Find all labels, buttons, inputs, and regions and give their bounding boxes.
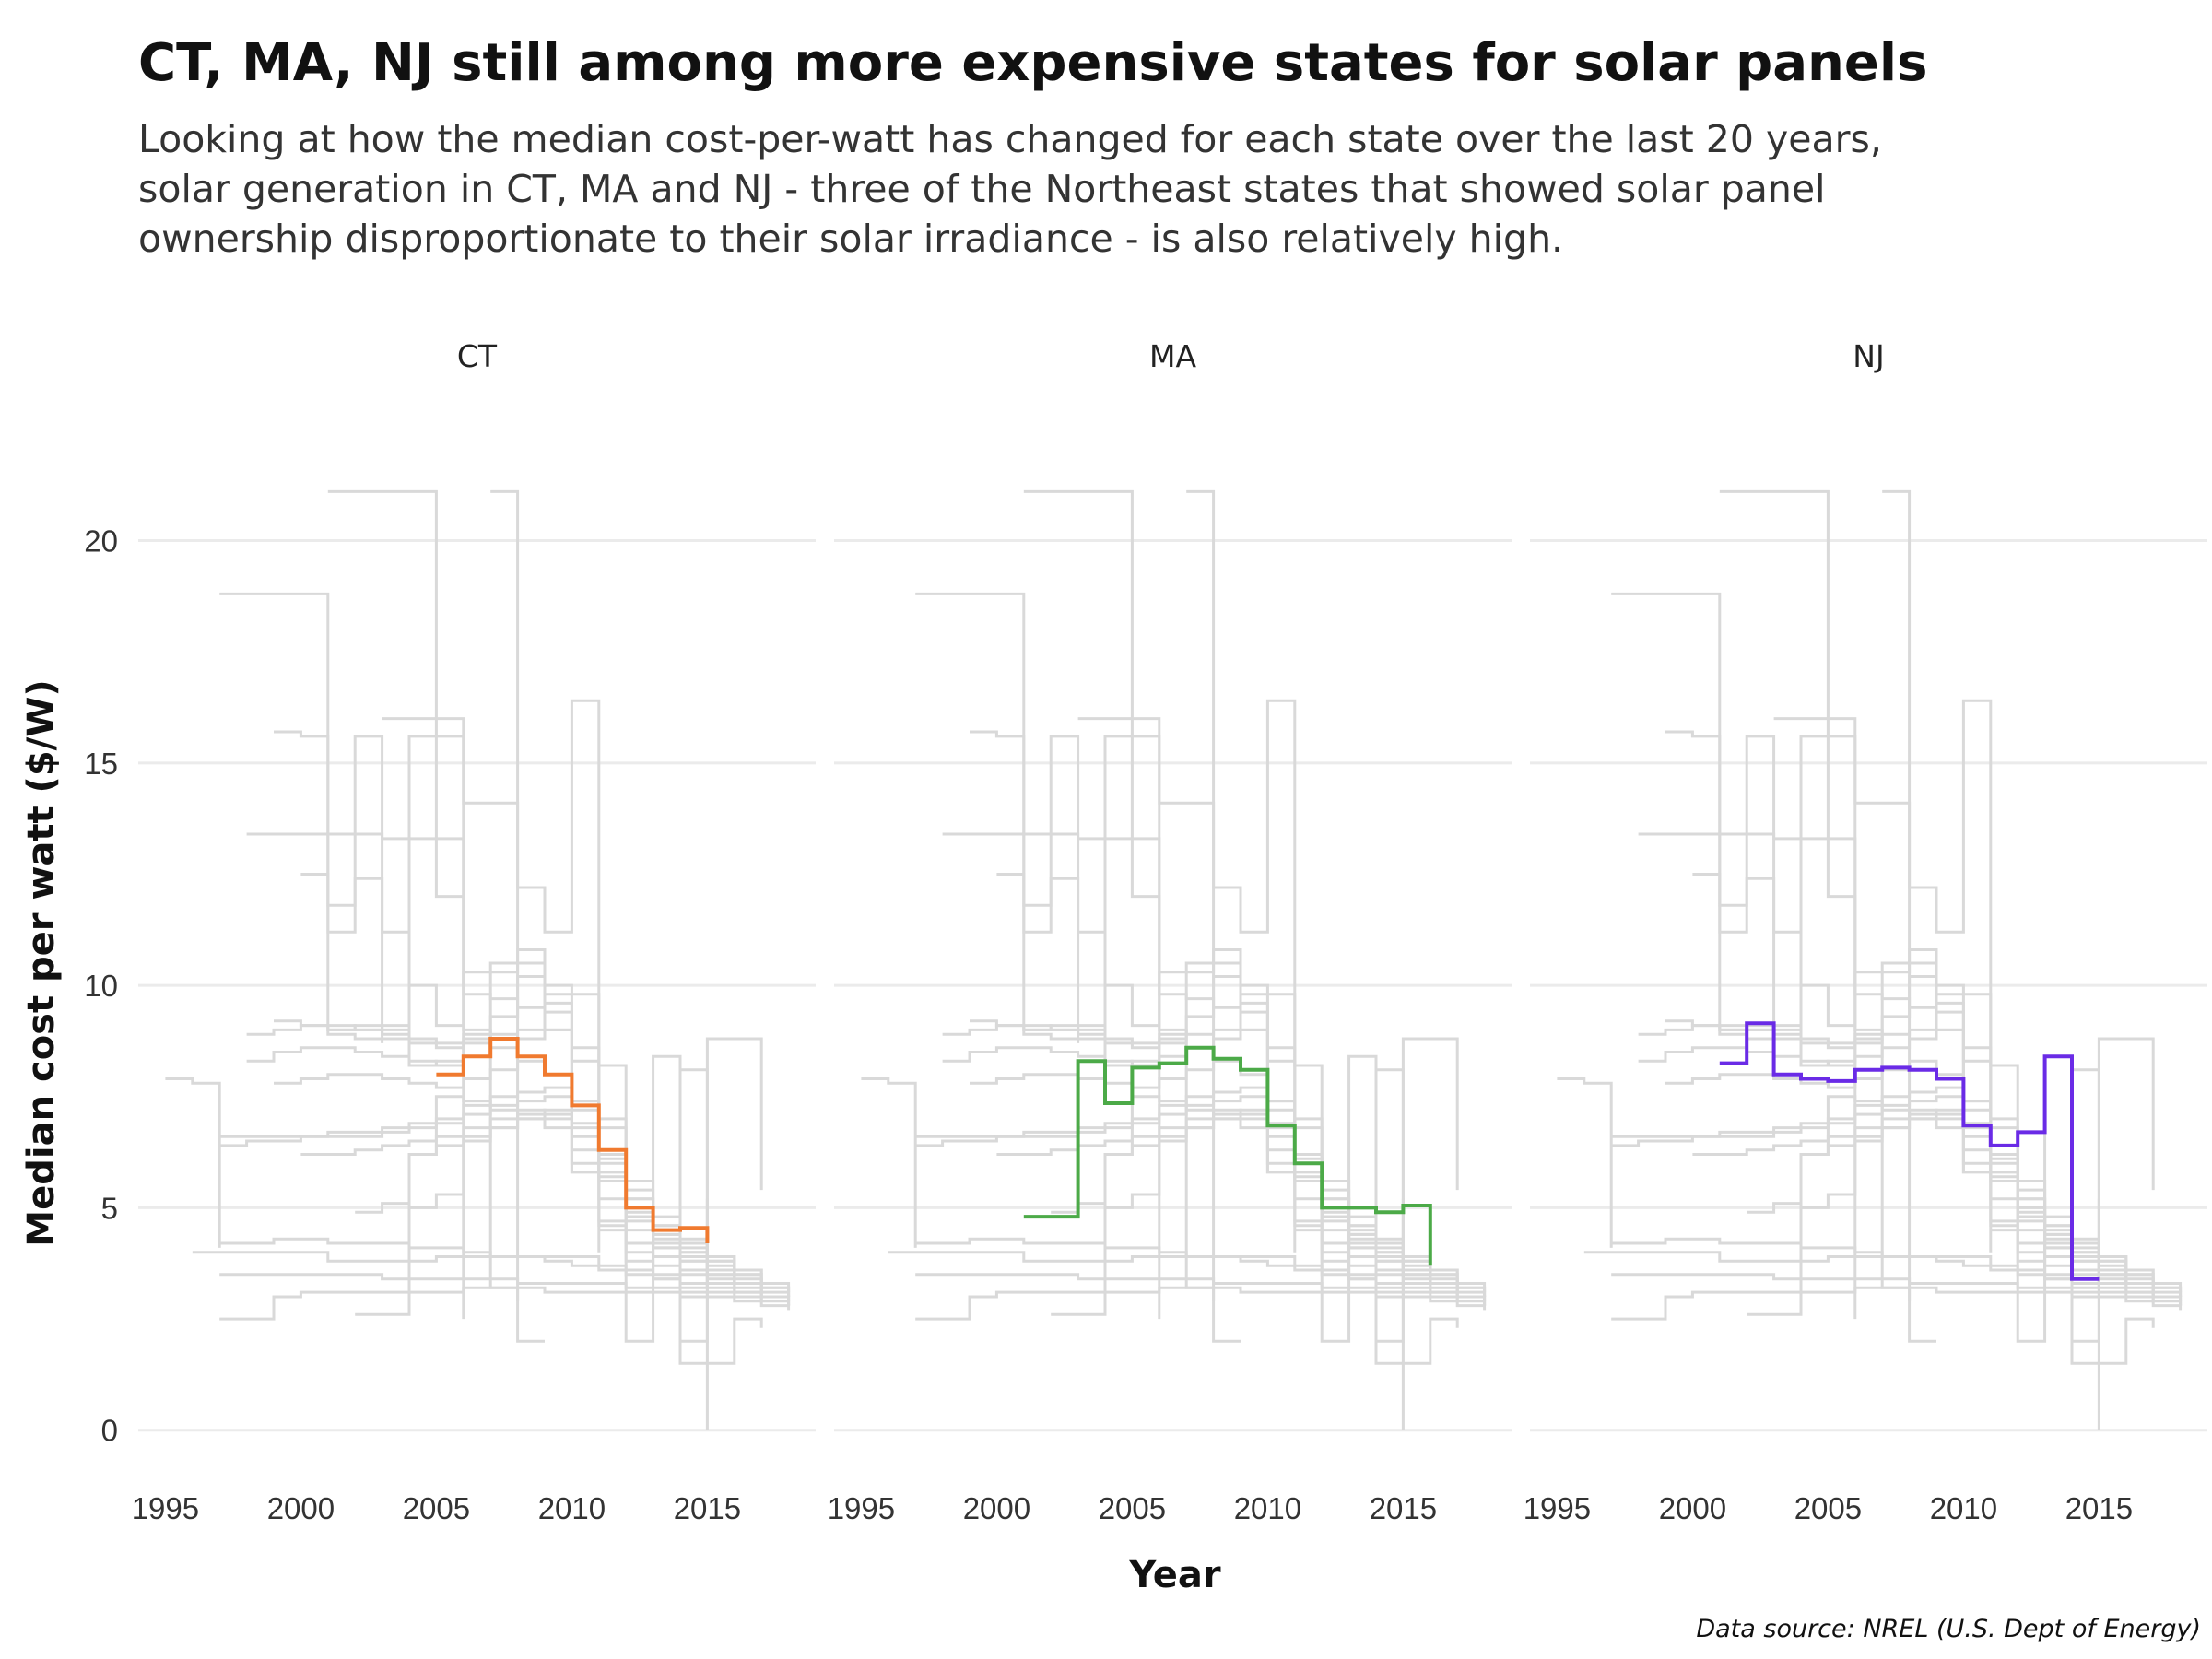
state-line-MA-5 [1186,489,1297,1253]
state-line-MA-13 [1051,1108,1459,1301]
state-line-NJ-21 [1990,1037,2155,1289]
state-line-MA-4 [1077,717,1241,1343]
x-tick-label-2010: 2010 [1234,1491,1301,1525]
subtitle-line-3: ownership disproportionate to their sola… [138,217,1564,261]
state-line-NJ-5 [1882,489,1993,1253]
state-line-NJ-4 [1773,717,1936,1343]
state-line-CT-13 [355,1108,763,1301]
x-axis-title: Year [1128,1554,1220,1596]
chart-subtitle: Looking at how the median cost-per-watt … [138,114,2166,264]
state-line-MA-12 [996,873,1459,1284]
state-line-CT-22 [300,1108,791,1301]
facet-label-MA: MA [1149,338,1196,374]
state-line-NJ-20 [1583,1068,2100,1430]
state-line-MA-0 [861,1077,917,1248]
highlight-line-CT [436,1037,710,1243]
facet-label-CT: CT [457,338,498,374]
x-tick-label-2015: 2015 [674,1491,741,1525]
state-line-MA-23 [1051,1112,1432,1316]
y-tick-label-15: 15 [84,747,118,781]
state-line-MA-21 [1294,1037,1459,1289]
state-line-MA-14 [915,1273,1487,1306]
state-line-NJ-22 [1692,1108,2183,1301]
x-tick-label-2015: 2015 [2065,1491,2133,1525]
x-tick-label-1995: 1995 [132,1491,199,1525]
x-tick-label-1995: 1995 [1524,1491,1591,1525]
x-tick-label-2005: 2005 [403,1491,470,1525]
state-line-CT-4 [382,717,545,1343]
subtitle-line-2: solar generation in CT, MA and NJ - thre… [138,167,1826,211]
state-line-CT-0 [165,1077,221,1248]
y-tick-label-20: 20 [84,524,118,559]
state-line-CT-1 [219,592,384,1043]
state-line-CT-12 [300,873,763,1284]
y-tick-label-10: 10 [84,969,118,1003]
subtitle-line-1: Looking at how the median cost-per-watt … [138,117,1882,161]
x-tick-label-2005: 2005 [1794,1491,1862,1525]
state-line-CT-23 [355,1112,736,1316]
state-line-MA-22 [996,1108,1487,1301]
x-tick-label-2000: 2000 [1659,1491,1726,1525]
state-line-CT-20 [192,1068,709,1430]
highlight-line-NJ [1719,1021,2100,1281]
state-line-NJ-15 [1611,1286,2183,1321]
highlight-line-MA [1023,1045,1432,1266]
state-line-CT-21 [598,1037,763,1289]
state-line-CT-2 [274,730,465,1320]
state-line-NJ-0 [1557,1077,1613,1248]
x-tick-label-2010: 2010 [1930,1491,1997,1525]
x-tick-label-2000: 2000 [963,1491,1030,1525]
state-line-MA-1 [915,592,1080,1043]
facet-label-NJ: NJ [1853,338,1884,374]
y-tick-label-0: 0 [101,1414,118,1448]
state-line-MA-15 [915,1286,1487,1321]
chart-title: CT, MA, NJ still among more expensive st… [138,33,1928,93]
x-tick-label-1995: 1995 [828,1491,895,1525]
state-line-NJ-13 [1747,1108,2155,1301]
state-line-NJ-14 [1611,1273,2183,1306]
y-axis-title: Median cost per watt ($/W) [20,679,63,1246]
y-tick-label-5: 5 [101,1191,118,1225]
state-line-CT-5 [490,489,601,1253]
x-tick-label-2015: 2015 [1370,1491,1437,1525]
state-line-NJ-2 [1665,730,1857,1320]
state-line-MA-2 [970,730,1161,1320]
x-tick-label-2010: 2010 [538,1491,606,1525]
x-tick-label-2005: 2005 [1099,1491,1166,1525]
state-line-NJ-12 [1692,873,2155,1284]
state-line-MA-20 [888,1068,1405,1430]
state-line-CT-14 [219,1273,791,1306]
x-tick-label-2000: 2000 [267,1491,335,1525]
state-line-CT-15 [219,1286,791,1321]
data-source-caption: Data source: NREL (U.S. Dept of Energy) [1696,1615,2201,1643]
state-line-NJ-1 [1611,592,1776,1043]
